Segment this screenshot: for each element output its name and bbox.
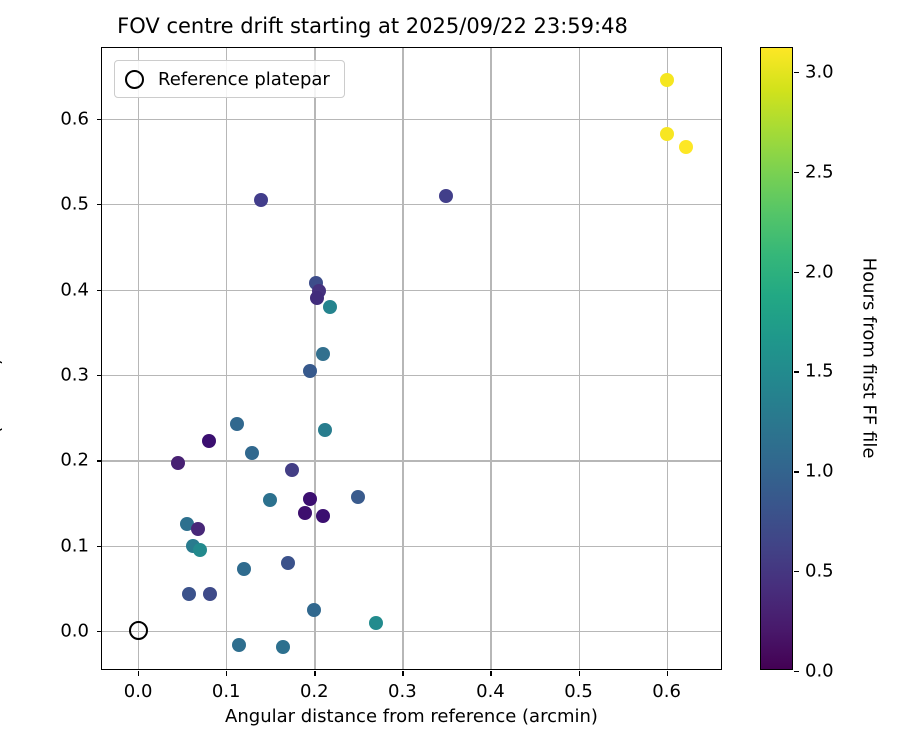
colorbar-tick-mark	[794, 471, 799, 473]
scatter-point	[201, 434, 216, 449]
gridline-horizontal	[102, 630, 721, 633]
scatter-point	[659, 73, 674, 88]
x-axis-label: Angular distance from reference (arcmin)	[225, 706, 598, 727]
x-tick-label: 0.4	[476, 681, 505, 702]
scatter-point	[302, 491, 317, 506]
reference-platepar-point	[128, 621, 148, 641]
scatter-point	[191, 522, 205, 537]
y-tick-label: 0.6	[60, 108, 89, 130]
gridline-horizontal	[102, 374, 721, 377]
colorbar-tick-label: 0.5	[805, 560, 834, 582]
plot-area	[102, 48, 721, 669]
colorbar-tick-label: 0.0	[805, 660, 834, 682]
gridline-horizontal	[102, 204, 721, 206]
colorbar-tick-label: 2.0	[805, 261, 834, 283]
x-tick-label: 0.1	[211, 681, 241, 702]
scatter-point	[182, 587, 197, 602]
scatter-point	[236, 561, 251, 576]
gridline-vertical	[490, 48, 492, 669]
y-tick-label: 0.3	[60, 364, 89, 386]
scatter-point	[316, 508, 331, 523]
scatter-point	[229, 417, 244, 432]
y-tick-mark	[97, 374, 102, 377]
scatter-point	[263, 493, 278, 508]
gridline-vertical	[578, 48, 580, 669]
y-tick-label: 0.0	[60, 620, 89, 642]
colorbar: 0.0 0.5 1.0 1.5 2.0 2.5 3.0	[760, 47, 834, 682]
y-tick-label: 0.1	[60, 535, 89, 557]
gridline-horizontal	[102, 118, 721, 121]
x-tick-label: 0.0	[123, 681, 153, 702]
scatter-point	[368, 616, 383, 631]
scatter-point	[439, 188, 454, 203]
colorbar-tick-label: 2.5	[805, 161, 834, 183]
x-tick-mark	[666, 671, 668, 676]
y-tick-mark	[97, 460, 102, 462]
y-tick-mark	[97, 630, 102, 633]
gridline-horizontal	[102, 289, 721, 291]
scatter-point	[280, 555, 295, 570]
scatter-point	[316, 346, 331, 361]
x-tick-mark	[402, 671, 404, 676]
x-tick-label: 0.3	[388, 681, 417, 702]
y-tick-label: 0.5	[60, 193, 89, 215]
gridline-vertical	[138, 48, 140, 669]
y-tick-mark	[97, 204, 102, 206]
scatter-point	[307, 603, 322, 618]
scatter-point	[170, 455, 185, 470]
scatter-plot-axes: Reference platepar 0.0 0.1 0.2 0.3 0.4 0.5 0.6…	[60, 47, 722, 702]
scatter-point	[679, 139, 693, 154]
colorbar-tick-mark	[794, 571, 799, 573]
scatter-point	[203, 587, 218, 602]
scatter-point	[659, 127, 674, 142]
colorbar-tick-label: 1.0	[805, 460, 834, 482]
scatter-point	[192, 542, 207, 557]
colorbar-tick-mark	[794, 371, 799, 373]
colorbar-label: Hours from first FF file	[858, 257, 880, 459]
y-tick-label: 0.4	[60, 279, 89, 301]
scatter-point	[323, 299, 338, 314]
y-axis-label: Rotation from reference (arcmin)	[0, 358, 5, 655]
y-tick-mark	[97, 545, 102, 547]
y-tick-label: 0.2	[60, 449, 89, 471]
x-tick-mark	[578, 671, 580, 676]
scatter-point	[317, 423, 332, 438]
x-tick-label: 0.2	[299, 681, 329, 702]
gridline-vertical	[226, 48, 228, 669]
colorbar-tick-label: 3.0	[805, 61, 834, 83]
legend: Reference platepar	[114, 60, 345, 98]
scatter-point	[232, 638, 247, 653]
colorbar-tick-mark	[794, 171, 799, 174]
colorbar-tick-label: 1.5	[805, 360, 834, 382]
scatter-point	[244, 446, 259, 461]
y-tick-mark	[97, 118, 102, 121]
gridline-vertical	[666, 48, 668, 669]
x-tick-mark	[226, 671, 228, 676]
reference-platepar-marker-icon	[125, 69, 144, 89]
scatter-point	[351, 489, 366, 504]
colorbar-tick-mark	[794, 671, 799, 673]
colorbar-tick-mark	[794, 71, 799, 74]
legend-item-label: Reference platepar	[158, 68, 330, 90]
x-tick-mark	[314, 671, 316, 676]
x-tick-mark	[138, 671, 140, 676]
page-title: FOV centre drift starting at 2025/09/22 …	[117, 14, 628, 38]
scatter-point	[309, 291, 324, 306]
gridline-horizontal	[102, 460, 721, 462]
colorbar-tick-mark	[794, 271, 799, 273]
x-tick-mark	[490, 671, 492, 676]
scatter-point	[276, 640, 291, 655]
x-tick-label: 0.6	[652, 681, 681, 702]
y-tick-mark	[97, 289, 102, 291]
gridline-vertical	[314, 48, 316, 669]
scatter-point	[302, 364, 317, 379]
gridline-horizontal	[102, 545, 721, 547]
x-tick-label: 0.5	[564, 681, 593, 702]
gridline-vertical	[402, 48, 404, 669]
scatter-point	[285, 463, 300, 478]
scatter-point	[298, 506, 313, 521]
scatter-point	[179, 517, 194, 532]
scatter-point	[254, 192, 269, 207]
